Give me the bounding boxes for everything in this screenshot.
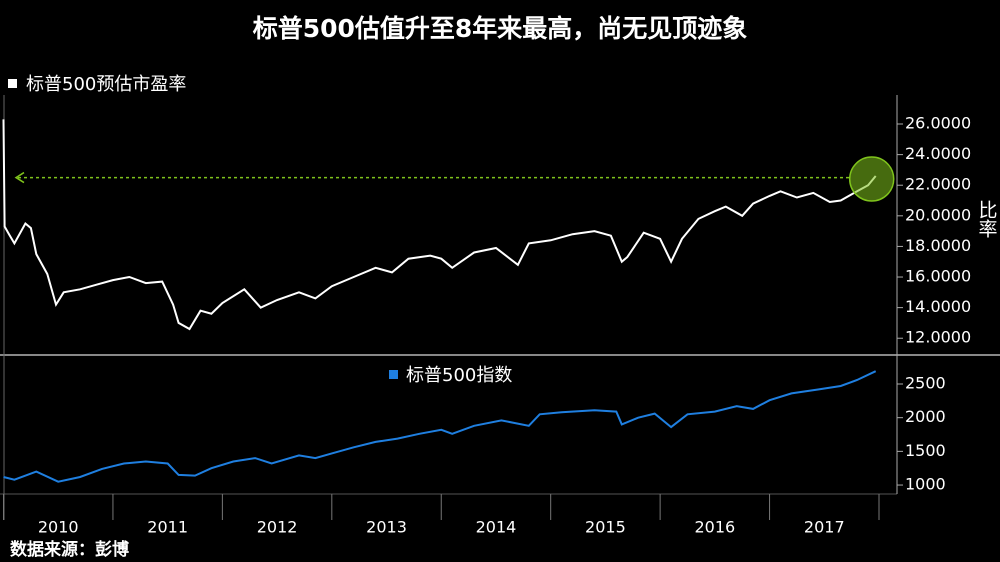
legend-label: 标普500指数	[406, 365, 512, 386]
y-tick-label: 22.0000	[905, 175, 971, 194]
source: 数据来源：彭博	[10, 539, 129, 560]
x-tick-label: 2015	[585, 518, 626, 537]
series-line	[2, 119, 877, 331]
x-tick-label: 2017	[804, 518, 845, 537]
legend-label: 标普500预估市盈率	[26, 74, 186, 95]
y-tick-label: 24.0000	[905, 144, 971, 163]
y-tick-label: 26.0000	[905, 114, 971, 133]
x-tick-label: 2014	[476, 518, 517, 537]
series-line	[3, 370, 877, 483]
y-tick-label: 1500	[905, 441, 946, 460]
y-tick-label: 1000	[905, 475, 946, 494]
y-tick-label: 12.0000	[905, 328, 971, 347]
y-tick-label: 18.0000	[905, 236, 971, 255]
highlight-circle	[848, 156, 895, 202]
y-tick-label: 2500	[905, 374, 946, 393]
y-tick-label: 14.0000	[905, 297, 971, 316]
x-tick-label: 2013	[366, 518, 407, 537]
x-tick-label: 2011	[147, 518, 188, 537]
legend-swatch	[8, 79, 17, 88]
x-tick-label: 2016	[694, 518, 735, 537]
x-tick-label: 2012	[257, 518, 298, 537]
chart-title: 标普500估值升至8年来最高，尚无见顶迹象	[253, 14, 748, 43]
highlight-arrow	[14, 171, 25, 184]
y-tick-label: 2000	[905, 407, 946, 426]
y-tick-label: 16.0000	[905, 267, 971, 286]
x-tick-label: 2010	[38, 518, 79, 537]
y-axis-label: 比率	[976, 200, 998, 238]
legend-swatch	[389, 370, 398, 379]
y-tick-label: 20.0000	[905, 205, 971, 224]
